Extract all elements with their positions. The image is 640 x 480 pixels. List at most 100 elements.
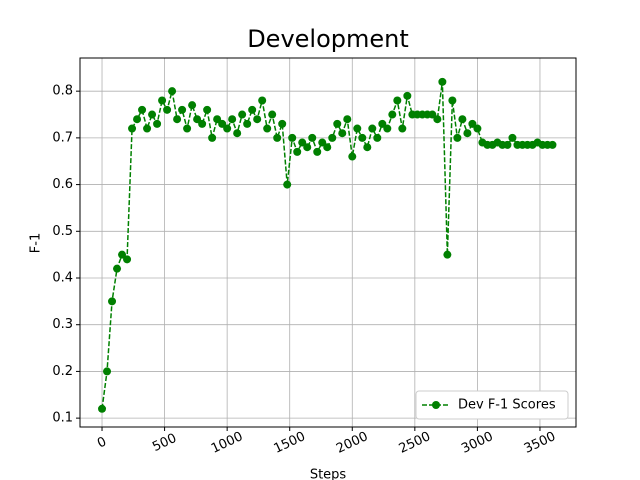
data-point — [338, 129, 347, 138]
data-point — [448, 96, 457, 105]
data-point — [428, 110, 437, 119]
data-point — [263, 124, 272, 133]
data-point — [333, 119, 342, 128]
y-tick-label: 0.5 — [52, 224, 73, 239]
data-point — [318, 138, 327, 147]
data-point — [173, 115, 182, 124]
x-tick-label: 3000 — [459, 429, 495, 457]
data-point — [348, 152, 357, 161]
data-point — [213, 115, 222, 124]
data-point — [458, 115, 467, 124]
data-point — [403, 91, 412, 100]
data-point — [343, 115, 352, 124]
data-point — [138, 105, 147, 114]
data-point — [118, 250, 127, 259]
data-point — [288, 133, 297, 142]
y-tick-label: 0.4 — [52, 270, 73, 285]
data-point — [433, 115, 442, 124]
data-point — [108, 297, 117, 306]
data-point — [388, 110, 397, 119]
data-point — [283, 180, 292, 189]
data-point — [273, 133, 282, 142]
data-point — [198, 119, 207, 128]
data-point — [328, 133, 337, 142]
data-point — [158, 96, 167, 105]
legend-box — [415, 390, 569, 420]
data-point — [508, 133, 517, 142]
data-point — [353, 124, 362, 133]
y-tick-label: 0.8 — [52, 84, 73, 99]
data-point — [468, 119, 477, 128]
x-axis-label: Steps — [310, 468, 347, 480]
data-point — [443, 250, 452, 259]
x-tick-label: 1000 — [209, 429, 245, 457]
data-point — [258, 96, 267, 105]
data-point — [293, 147, 302, 156]
data-point — [378, 119, 387, 128]
data-point — [143, 124, 152, 133]
data-point — [453, 133, 462, 142]
y-tick-label: 0.1 — [52, 411, 73, 426]
x-tick-label: 3500 — [522, 429, 558, 457]
data-point — [98, 404, 107, 413]
data-point — [183, 124, 192, 133]
x-tick-label: 500 — [150, 431, 179, 455]
data-point — [168, 87, 177, 96]
data-point — [393, 96, 402, 105]
chart-title: Development — [247, 25, 409, 53]
x-tick-label: 0 — [95, 434, 109, 451]
data-point — [218, 119, 227, 128]
data-point — [163, 105, 172, 114]
data-point — [238, 110, 247, 119]
data-point — [208, 133, 217, 142]
data-point — [358, 133, 367, 142]
data-point — [228, 115, 237, 124]
y-tick-label: 0.6 — [52, 177, 73, 192]
data-point — [113, 264, 122, 273]
data-point — [133, 115, 142, 124]
data-point — [548, 140, 557, 149]
data-point — [313, 147, 322, 156]
data-point — [368, 124, 377, 133]
data-point — [178, 105, 187, 114]
y-axis-label: F-1 — [29, 233, 44, 253]
data-point — [463, 129, 472, 138]
series-line — [101, 81, 553, 409]
data-point — [298, 138, 307, 147]
data-point — [253, 115, 262, 124]
data-point — [323, 143, 332, 152]
legend-label: Dev F-1 Scores — [458, 398, 556, 413]
data-point — [188, 101, 197, 110]
data-point — [128, 124, 137, 133]
data-point — [203, 105, 212, 114]
data-point — [103, 367, 112, 376]
data-point — [268, 110, 277, 119]
data-point — [123, 255, 132, 264]
data-point — [153, 119, 162, 128]
data-point — [473, 124, 482, 133]
data-point — [438, 77, 447, 86]
x-tick-label: 2500 — [397, 429, 433, 457]
data-point — [223, 124, 232, 133]
data-point — [278, 119, 287, 128]
data-point — [363, 143, 372, 152]
x-tick-label: 2000 — [334, 429, 370, 457]
data-point — [373, 133, 382, 142]
data-point — [148, 110, 157, 119]
data-point — [243, 119, 252, 128]
data-point — [308, 133, 317, 142]
data-point — [193, 115, 202, 124]
data-point — [503, 140, 512, 149]
x-tick-label: 1500 — [272, 429, 308, 457]
data-point — [383, 124, 392, 133]
data-point — [303, 143, 312, 152]
data-point — [233, 129, 242, 138]
data-point — [398, 124, 407, 133]
y-tick-label: 0.7 — [52, 130, 73, 145]
y-tick-label: 0.3 — [52, 317, 73, 332]
y-tick-label: 0.2 — [52, 364, 73, 379]
data-point — [248, 105, 257, 114]
plot-frame — [79, 57, 577, 428]
legend-marker — [432, 401, 440, 409]
